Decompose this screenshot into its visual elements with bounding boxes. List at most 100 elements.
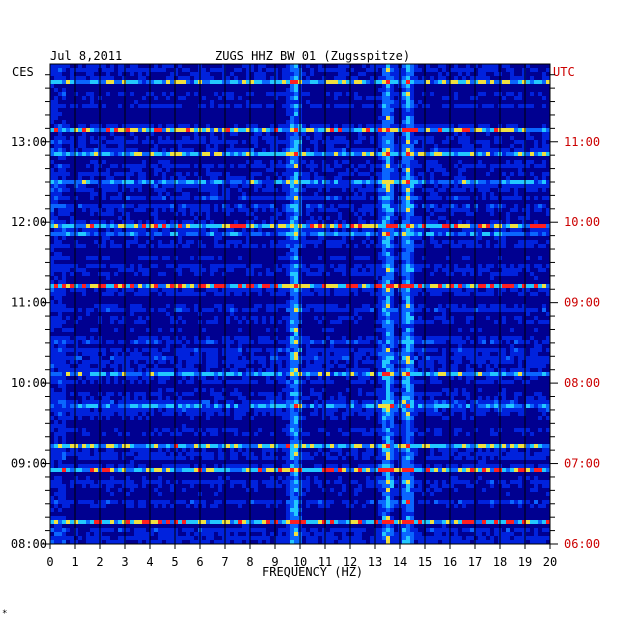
- spectrogram-cell: [330, 232, 334, 236]
- spectrogram-cell: [406, 64, 410, 68]
- spectrogram-cell: [526, 340, 530, 344]
- spectrogram-cell: [294, 136, 298, 140]
- spectrogram-cell: [302, 188, 306, 192]
- spectrogram-cell: [110, 212, 114, 216]
- spectrogram-cell: [90, 328, 94, 332]
- spectrogram-cell: [206, 212, 210, 216]
- spectrogram-cell: [290, 224, 294, 228]
- spectrogram-cell: [118, 228, 122, 232]
- spectrogram-cell: [294, 236, 298, 240]
- spectrogram-cell: [286, 352, 290, 356]
- spectrogram-cell: [126, 180, 130, 184]
- spectrogram-cell: [170, 340, 174, 344]
- spectrogram-cell: [406, 232, 410, 236]
- spectrogram-cell: [262, 316, 266, 320]
- spectrogram-cell: [250, 64, 254, 68]
- spectrogram-cell: [62, 380, 66, 384]
- spectrogram-cell: [478, 188, 482, 192]
- spectrogram-cell: [286, 364, 290, 368]
- spectrogram-cell: [130, 268, 134, 272]
- spectrogram-cell: [238, 196, 242, 200]
- spectrogram-cell: [462, 240, 466, 244]
- spectrogram-cell: [494, 320, 498, 324]
- spectrogram-cell: [458, 328, 462, 332]
- spectrogram-cell: [378, 292, 382, 296]
- spectrogram-cell: [534, 220, 538, 224]
- spectrogram-cell: [358, 124, 362, 128]
- spectrogram-cell: [410, 352, 414, 356]
- spectrogram-cell: [334, 308, 338, 312]
- spectrogram-cell: [170, 284, 174, 288]
- spectrogram-cell: [146, 292, 150, 296]
- spectrogram-cell: [490, 372, 494, 376]
- spectrogram-cell: [522, 352, 526, 356]
- spectrogram-cell: [510, 328, 514, 332]
- spectrogram-cell: [358, 356, 362, 360]
- spectrogram-cell: [342, 152, 346, 156]
- spectrogram-cell: [282, 284, 286, 288]
- spectrogram-cell: [362, 224, 366, 228]
- spectrogram-cell: [58, 196, 62, 200]
- spectrogram-cell: [406, 376, 410, 380]
- spectrogram-cell: [326, 144, 330, 148]
- spectrogram-cell: [310, 240, 314, 244]
- spectrogram-cell: [330, 140, 334, 144]
- spectrogram-cell: [330, 144, 334, 148]
- spectrogram-cell: [250, 340, 254, 344]
- spectrogram-cell: [322, 264, 326, 268]
- spectrogram-cell: [426, 180, 430, 184]
- spectrogram-cell: [490, 224, 494, 228]
- spectrogram-cell: [410, 272, 414, 276]
- spectrogram-cell: [54, 72, 58, 76]
- spectrogram-cell: [146, 180, 150, 184]
- spectrogram-cell: [106, 292, 110, 296]
- spectrogram-cell: [402, 212, 406, 216]
- spectrogram-cell: [490, 204, 494, 208]
- spectrogram-cell: [254, 172, 258, 176]
- spectrogram-cell: [134, 340, 138, 344]
- spectrogram-cell: [86, 232, 90, 236]
- spectrogram-cell: [458, 336, 462, 340]
- spectrogram-cell: [438, 232, 442, 236]
- spectrogram-cell: [334, 128, 338, 132]
- spectrogram-cell: [390, 372, 394, 376]
- spectrogram-cell: [470, 148, 474, 152]
- spectrogram-cell: [402, 144, 406, 148]
- spectrogram-cell: [526, 256, 530, 260]
- spectrogram-cell: [430, 128, 434, 132]
- spectrogram-cell: [250, 196, 254, 200]
- spectrogram-cell: [318, 68, 322, 72]
- spectrogram-cell: [522, 292, 526, 296]
- spectrogram-cell: [382, 284, 386, 288]
- spectrogram-cell: [166, 204, 170, 208]
- spectrogram-cell: [90, 192, 94, 196]
- spectrogram-cell: [390, 160, 394, 164]
- spectrogram-cell: [254, 80, 258, 84]
- spectrogram-cell: [222, 284, 226, 288]
- spectrogram-cell: [466, 228, 470, 232]
- spectrogram-cell: [266, 304, 270, 308]
- spectrogram-cell: [202, 284, 206, 288]
- spectrogram-cell: [274, 92, 278, 96]
- spectrogram-cell: [290, 320, 294, 324]
- spectrogram-cell: [306, 136, 310, 140]
- spectrogram-cell: [154, 104, 158, 108]
- spectrogram-cell: [282, 224, 286, 228]
- spectrogram-cell: [338, 284, 342, 288]
- spectrogram-cell: [402, 172, 406, 176]
- spectrogram-cell: [230, 240, 234, 244]
- spectrogram-cell: [514, 224, 518, 228]
- spectrogram-cell: [346, 292, 350, 296]
- spectrogram-cell: [362, 228, 366, 232]
- spectrogram-cell: [394, 356, 398, 360]
- spectrogram-cell: [70, 68, 74, 72]
- spectrogram-cell: [154, 232, 158, 236]
- spectrogram-cell: [354, 352, 358, 356]
- spectrogram-cell: [314, 204, 318, 208]
- spectrogram-cell: [182, 152, 186, 156]
- spectrogram-cell: [466, 220, 470, 224]
- spectrogram-cell: [374, 164, 378, 168]
- spectrogram-cell: [338, 216, 342, 220]
- spectrogram-cell: [438, 64, 442, 68]
- spectrogram-cell: [294, 208, 298, 212]
